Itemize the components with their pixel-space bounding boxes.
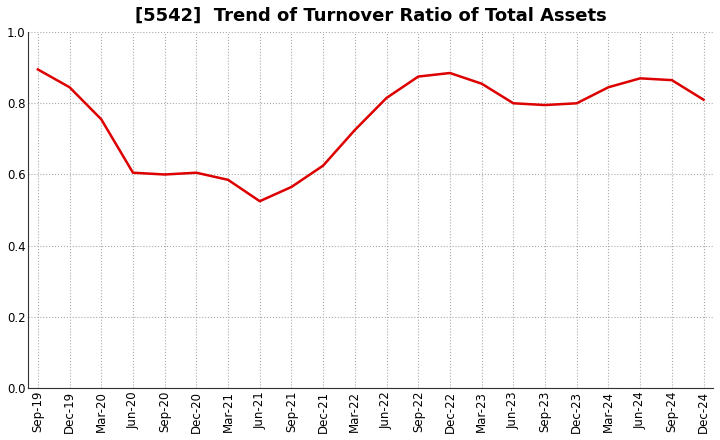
Title: [5542]  Trend of Turnover Ratio of Total Assets: [5542] Trend of Turnover Ratio of Total … (135, 7, 606, 25)
